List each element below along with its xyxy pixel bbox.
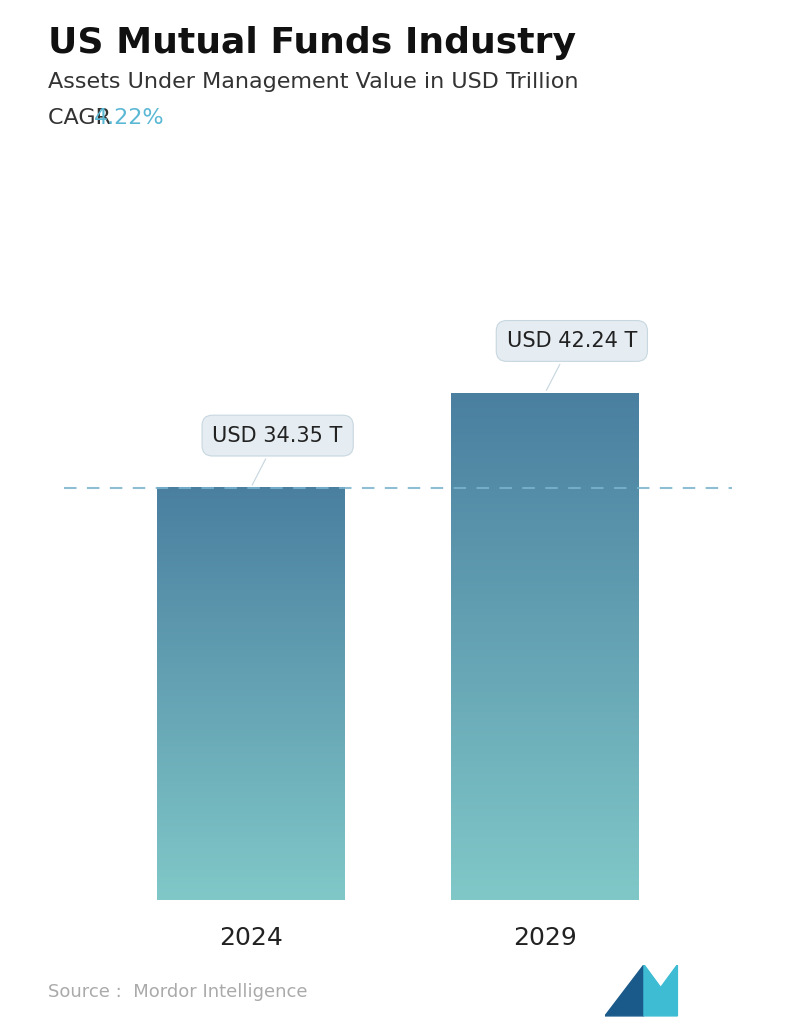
Text: 4.22%: 4.22% <box>94 108 165 127</box>
Text: CAGR: CAGR <box>48 108 118 127</box>
Text: 2024: 2024 <box>219 926 283 950</box>
Text: 2029: 2029 <box>513 926 577 950</box>
Text: Assets Under Management Value in USD Trillion: Assets Under Management Value in USD Tri… <box>48 72 578 92</box>
Text: US Mutual Funds Industry: US Mutual Funds Industry <box>48 26 576 60</box>
Polygon shape <box>605 965 644 1015</box>
Text: Source :  Mordor Intelligence: Source : Mordor Intelligence <box>48 983 307 1001</box>
Text: USD 34.35 T: USD 34.35 T <box>213 426 343 485</box>
Text: USD 42.24 T: USD 42.24 T <box>507 331 637 391</box>
Polygon shape <box>644 965 677 1015</box>
